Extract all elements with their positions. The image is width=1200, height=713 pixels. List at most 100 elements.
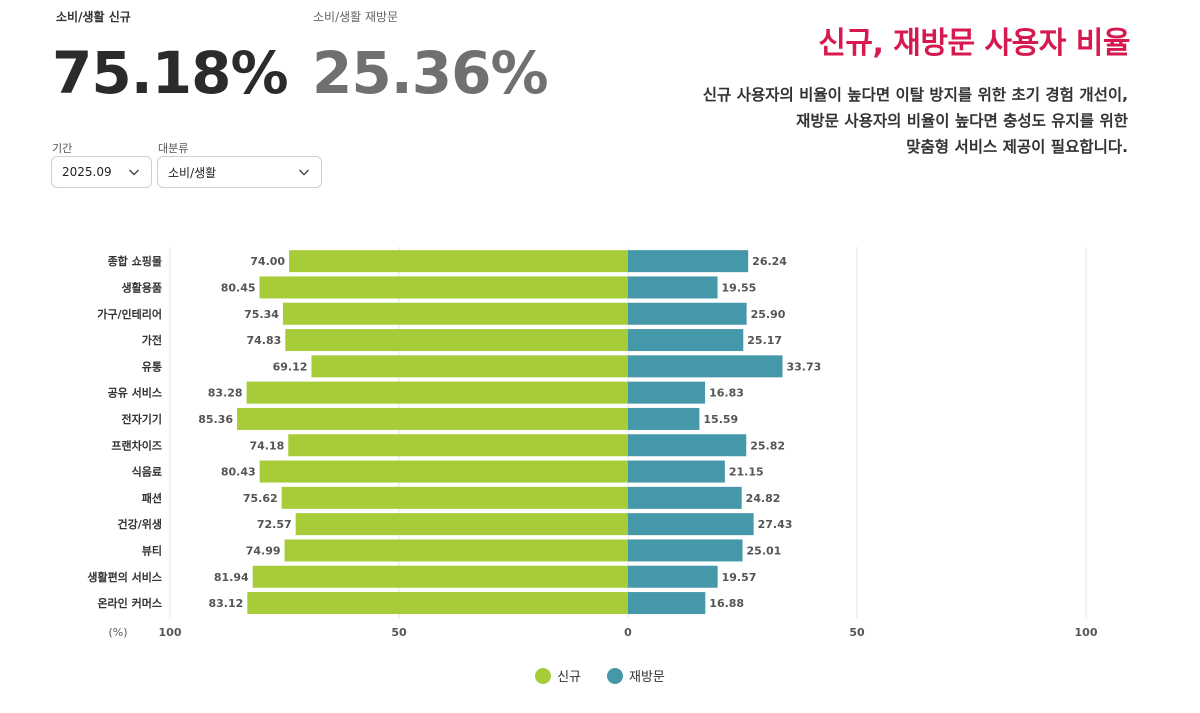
bar-revisit xyxy=(628,513,754,536)
kpi-revisit-value: 25.36% xyxy=(312,39,549,107)
bar-new xyxy=(246,381,628,404)
description-line: 재방문 사용자의 비율이 높다면 충성도 유지를 위한 xyxy=(796,112,1128,130)
legend-item-revisit[interactable]: 재방문 xyxy=(607,666,665,685)
bar-revisit xyxy=(628,486,742,509)
category-label: 패션 xyxy=(142,491,162,505)
data-label-new: 83.12 xyxy=(209,597,244,610)
bar-revisit xyxy=(628,460,725,483)
category-label: 생활용품 xyxy=(122,280,162,294)
bar-new xyxy=(288,434,628,457)
category-label: 식음료 xyxy=(132,465,162,479)
bar-revisit xyxy=(628,302,747,325)
category-filter-label: 대분류 xyxy=(158,142,189,155)
kpi-new-value: 75.18% xyxy=(52,39,289,107)
x-axis-unit: (%) xyxy=(108,626,127,639)
bar-revisit xyxy=(628,565,718,588)
kpi-new-label: 소비/생활 신규 xyxy=(56,10,131,24)
data-label-new: 83.28 xyxy=(208,387,243,400)
chevron-down-icon xyxy=(299,169,309,176)
bar-new xyxy=(285,329,628,352)
data-label-revisit: 19.57 xyxy=(722,571,757,584)
bar-new xyxy=(289,250,628,273)
legend-dot-new xyxy=(535,667,552,684)
x-tick-label: 50 xyxy=(849,626,865,639)
data-label-revisit: 33.73 xyxy=(786,360,821,373)
legend-label-revisit: 재방문 xyxy=(629,670,665,685)
bar-revisit xyxy=(628,276,718,299)
diverging-bar-chart: 100 50 0 50 100 (%) 종합 쇼핑몰 74.00 26.24 생활용품 80.45 1… xyxy=(87,247,1098,639)
chart-legend: 신규 재방문 xyxy=(0,666,1200,685)
bar-new xyxy=(247,592,628,615)
bar-revisit xyxy=(628,592,706,615)
category-label: 생활편의 서비스 xyxy=(87,570,162,584)
bar-new xyxy=(311,355,628,378)
bar-revisit xyxy=(628,329,744,352)
legend-item-new[interactable]: 신규 xyxy=(535,666,581,685)
bar-revisit xyxy=(628,355,783,378)
category-label: 가구/인테리어 xyxy=(97,307,162,321)
category-label: 건강/위생 xyxy=(118,517,163,531)
data-label-revisit: 16.88 xyxy=(709,597,744,610)
data-label-revisit: 27.43 xyxy=(758,518,793,531)
kpi-revisit-label: 소비/생활 재방문 xyxy=(313,10,399,24)
chart-title: 신규, 재방문 사용자 비율 xyxy=(818,26,1130,61)
category-label: 온라인 커머스 xyxy=(97,596,162,610)
data-label-new: 74.00 xyxy=(250,255,285,268)
data-label-new: 81.94 xyxy=(214,571,249,584)
data-label-revisit: 25.82 xyxy=(750,439,785,452)
category-label: 뷰티 xyxy=(142,543,162,557)
data-label-revisit: 16.83 xyxy=(709,387,744,400)
data-label-revisit: 25.90 xyxy=(751,308,786,321)
bar-new xyxy=(237,407,628,430)
category-label: 종합 쇼핑몰 xyxy=(108,254,162,268)
data-label-revisit: 26.24 xyxy=(752,255,787,268)
chevron-down-icon xyxy=(129,169,139,176)
data-label-new: 74.83 xyxy=(246,334,281,347)
data-label-new: 85.36 xyxy=(198,413,233,426)
data-label-revisit: 25.01 xyxy=(747,544,782,557)
bar-revisit xyxy=(628,381,706,404)
chart-description: 신규 사용자의 비율이 높다면 이탈 방지를 위한 초기 경험 개선이, 재방문… xyxy=(568,82,1128,160)
bar-revisit xyxy=(628,250,749,273)
legend-label-new: 신규 xyxy=(557,670,582,685)
category-label: 전자기기 xyxy=(122,412,162,426)
bar-revisit xyxy=(628,407,700,430)
bar-new xyxy=(252,565,629,588)
x-tick-label: 0 xyxy=(624,626,632,639)
data-label-new: 74.18 xyxy=(249,439,284,452)
period-filter-label: 기간 xyxy=(52,142,73,155)
bar-revisit xyxy=(628,539,743,562)
description-line: 신규 사용자의 비율이 높다면 이탈 방지를 위한 초기 경험 개선이, xyxy=(702,86,1128,104)
data-label-revisit: 24.82 xyxy=(746,492,781,505)
data-label-new: 74.99 xyxy=(246,544,281,557)
bar-new xyxy=(284,539,628,562)
bar-new xyxy=(259,276,628,299)
data-label-revisit: 25.17 xyxy=(747,334,782,347)
category-label: 프랜차이즈 xyxy=(111,438,162,452)
x-tick-label: 100 xyxy=(1075,626,1098,639)
category-select[interactable]: 소비/생활 xyxy=(157,156,322,188)
category-label: 공유 서비스 xyxy=(108,386,162,400)
data-label-new: 80.45 xyxy=(221,281,256,294)
x-tick-label: 50 xyxy=(391,626,407,639)
legend-dot-revisit xyxy=(607,667,624,684)
category-label: 유통 xyxy=(142,360,162,373)
bar-revisit xyxy=(628,434,747,457)
period-select-value: 2025.09 xyxy=(62,165,112,179)
data-label-revisit: 19.55 xyxy=(722,281,757,294)
data-label-new: 72.57 xyxy=(257,518,292,531)
bar-new xyxy=(259,460,628,483)
data-label-revisit: 21.15 xyxy=(729,466,764,479)
data-label-new: 75.62 xyxy=(243,492,278,505)
data-label-revisit: 15.59 xyxy=(703,413,738,426)
period-select[interactable]: 2025.09 xyxy=(51,156,152,188)
data-label-new: 75.34 xyxy=(244,308,279,321)
data-label-new: 69.12 xyxy=(273,360,308,373)
description-line: 맞춤형 서비스 제공이 필요합니다. xyxy=(906,138,1128,156)
x-tick-label: 100 xyxy=(159,626,182,639)
bar-new xyxy=(281,486,628,509)
data-label-new: 80.43 xyxy=(221,466,256,479)
category-label: 가전 xyxy=(142,333,162,347)
bar-new xyxy=(282,302,628,325)
bar-new xyxy=(295,513,628,536)
